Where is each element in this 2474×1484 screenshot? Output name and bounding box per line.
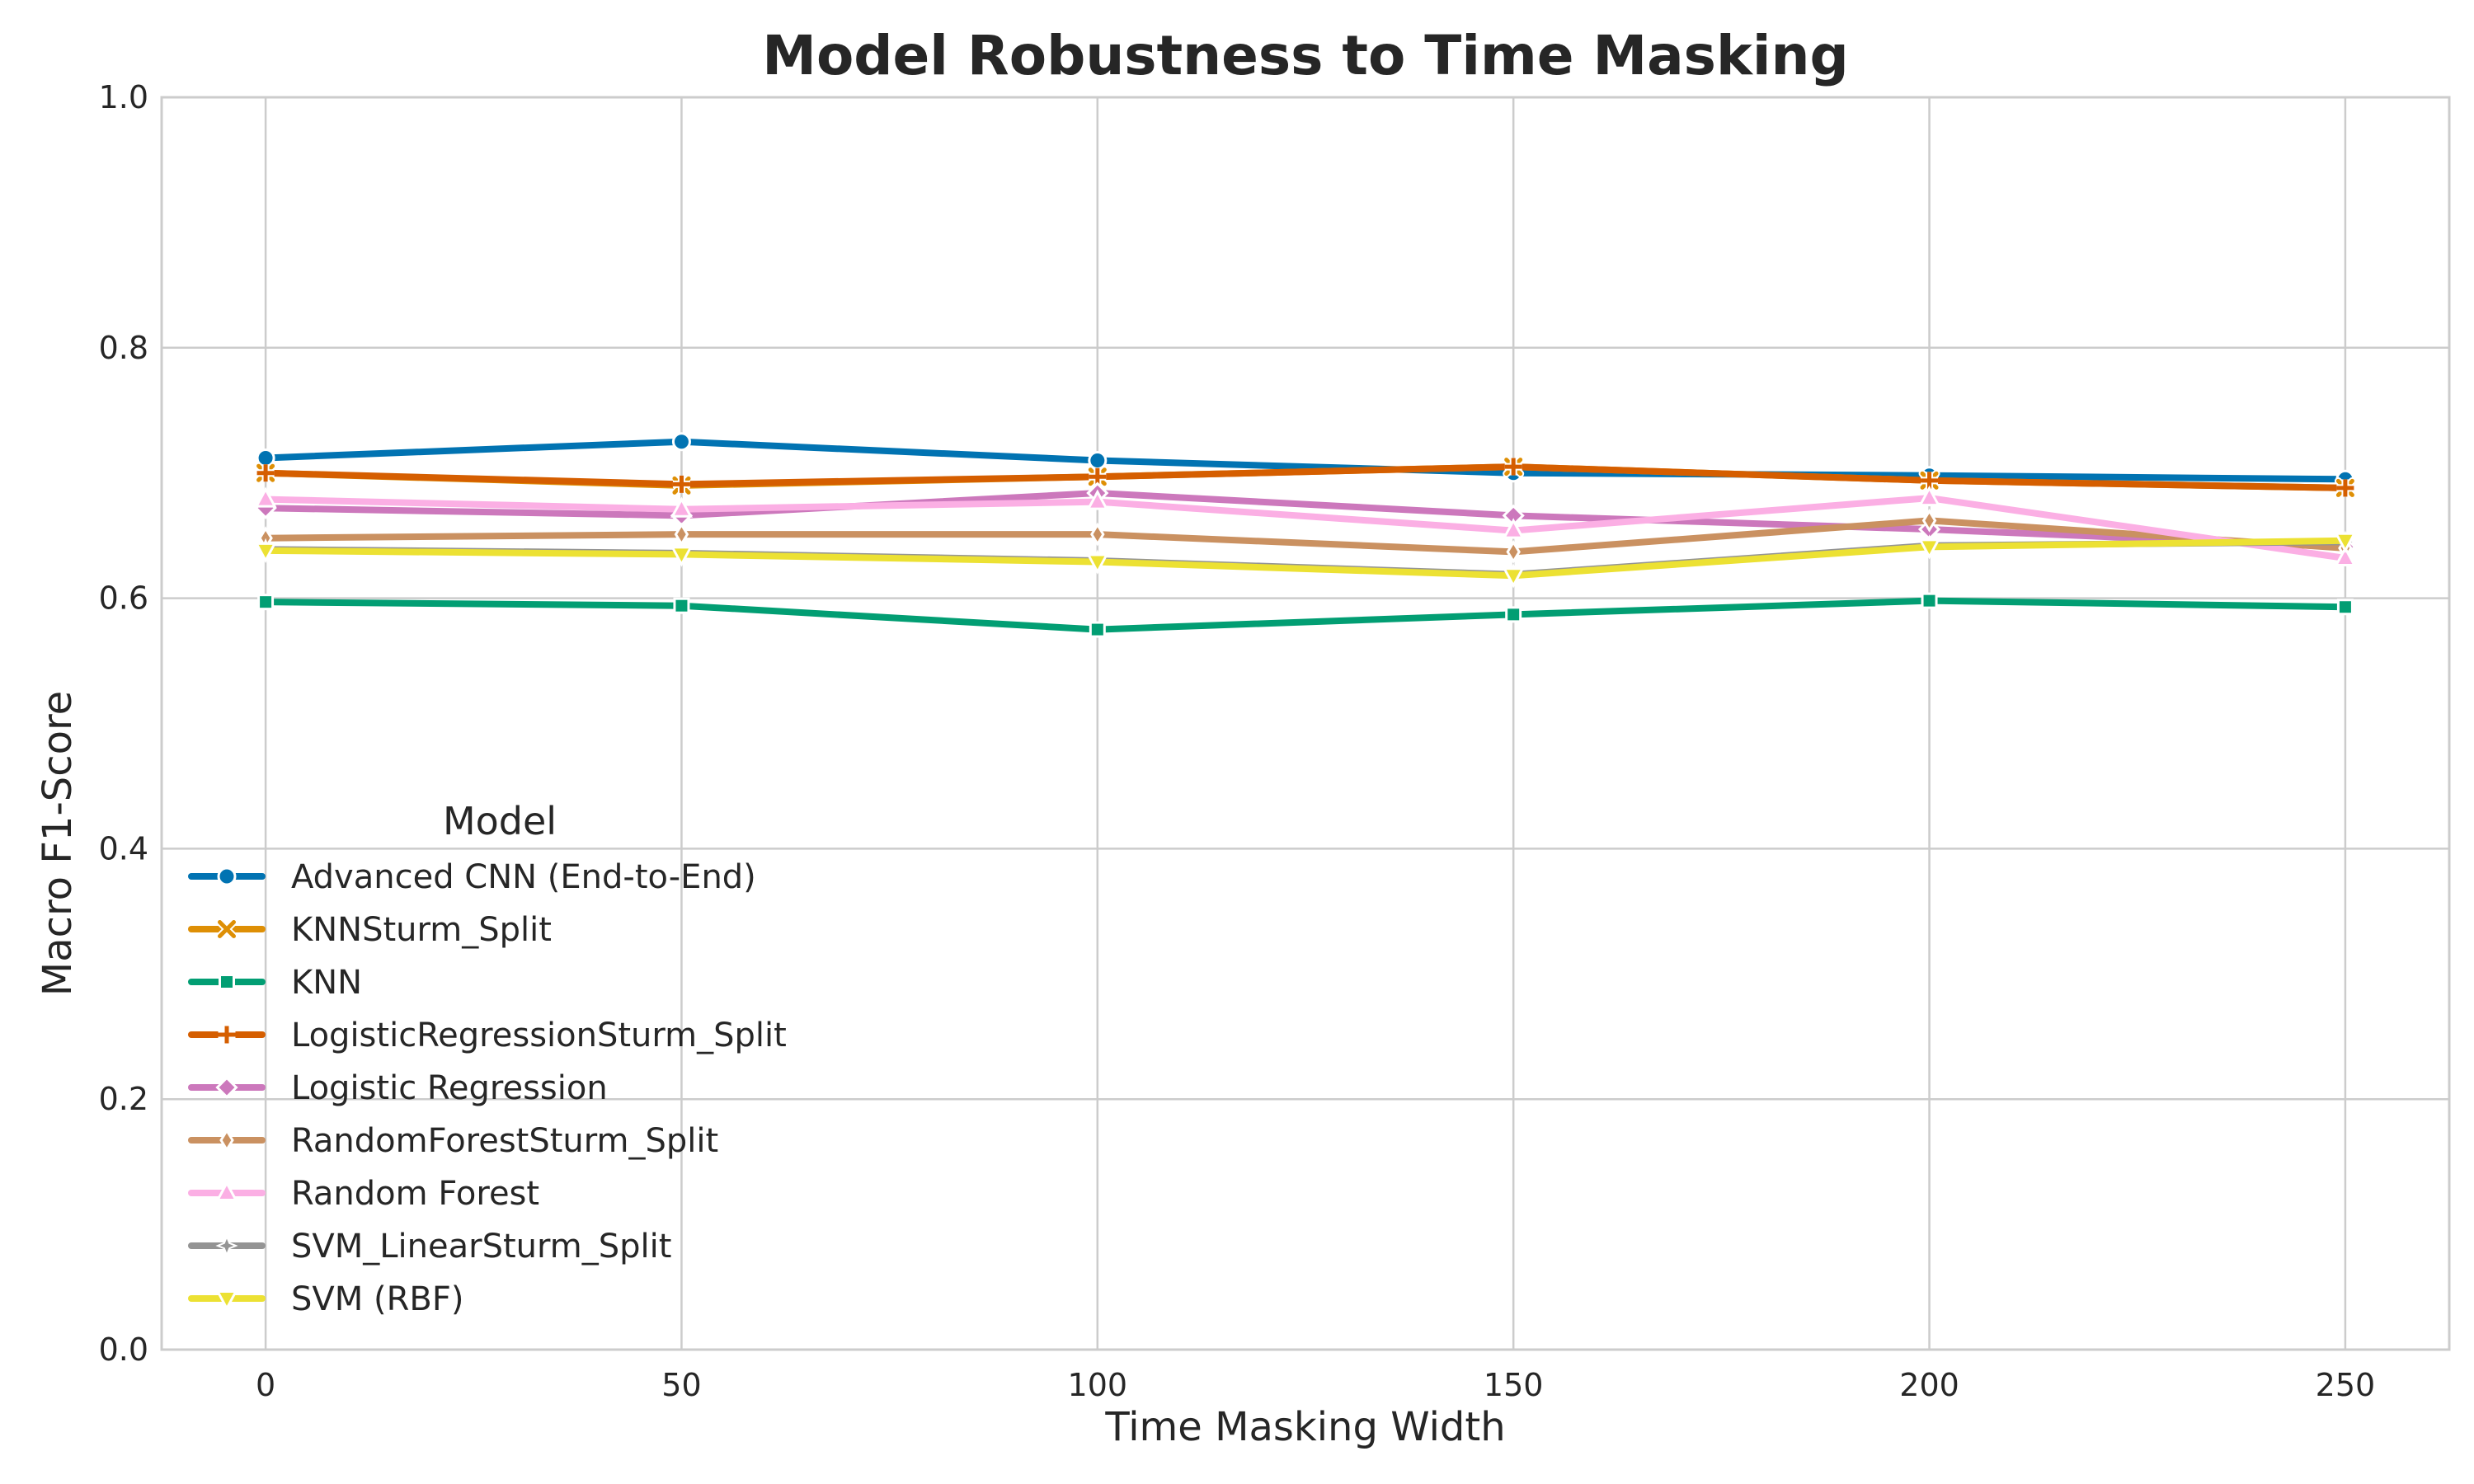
data-point-randomforeststurm-split (674, 522, 689, 547)
legend-swatch-marker (219, 974, 235, 990)
legend-label: LogisticRegressionSturm_Split (291, 1017, 787, 1054)
data-point-svm-rbf (1918, 538, 1941, 560)
legend-swatch-marker (217, 866, 237, 886)
ticks-layer: 0 50 100 150 200 250 0.0 0.2 0.4 0.6 0.8 1.0 (99, 79, 2376, 1403)
data-point-logisticregressionsturm-split (1504, 458, 1522, 476)
series-line-logisticregressionsturm-split (262, 463, 2349, 491)
data-point-logisticregressionsturm-split (672, 475, 690, 493)
series-line-knn (262, 597, 2349, 633)
series-line-advanced-cnn-end-to-end (262, 438, 2349, 483)
series-line-randomforeststurm-split (262, 517, 2349, 556)
series-random-forest (254, 485, 2357, 566)
y-tick-label: 0.4 (99, 830, 148, 866)
legend-label: KNN (291, 964, 362, 1002)
legend-label: RandomForestSturm_Split (291, 1122, 718, 1160)
legend-swatch-marker (215, 1290, 238, 1312)
x-tick-label: 50 (661, 1367, 701, 1403)
x-tick-label: 250 (2316, 1367, 2376, 1403)
series-line-logistic-regression (262, 490, 2349, 551)
x-tick-label: 200 (1899, 1367, 1959, 1403)
data-point-knn (1089, 621, 1106, 638)
data-point-advanced-cnn-end-to-end (1088, 451, 1108, 471)
data-point-random-forest (670, 496, 693, 518)
data-point-random-forest (254, 486, 277, 508)
legend-label: Advanced CNN (End-to-End) (291, 858, 756, 896)
legend-item-randomforeststurm-split: RandomForestSturm_Split (188, 1122, 718, 1160)
data-point-knn (2336, 599, 2354, 616)
data-point-random-forest (2334, 545, 2357, 566)
y-tick-label: 1.0 (99, 79, 148, 115)
data-point-svm-rbf (1086, 553, 1109, 575)
legend: Model Advanced CNN (End-to-End) KNNSturm_… (188, 799, 787, 1318)
legend-item-logisticregressionsturm-split: LogisticRegressionSturm_Split (188, 1017, 787, 1054)
data-point-advanced-cnn-end-to-end (671, 432, 691, 452)
data-point-knn (257, 594, 275, 611)
data-point-knn (1505, 606, 1522, 623)
data-point-knn (673, 597, 690, 614)
legend-label: Random Forest (291, 1175, 539, 1213)
y-tick-label: 0.2 (99, 1081, 148, 1117)
data-point-randomforeststurm-split (1921, 509, 1937, 533)
data-point-randomforeststurm-split (1090, 522, 1105, 547)
series-svm-rbf (254, 532, 2357, 589)
legend-item-knn: KNN (188, 964, 362, 1002)
y-tick-label: 0.8 (99, 330, 148, 366)
x-tick-label: 100 (1068, 1367, 1128, 1403)
legend-label: SVM_LinearSturm_Split (291, 1228, 671, 1266)
data-point-svm-rbf (2334, 532, 2357, 553)
data-point-random-forest (1086, 489, 1109, 510)
x-tick-label: 150 (1484, 1367, 1544, 1403)
data-point-random-forest (1918, 485, 1941, 507)
data-point-logisticregressionsturm-split (256, 464, 275, 482)
legend-title: Model (443, 799, 557, 843)
y-tick-label: 0.6 (99, 580, 148, 617)
legend-swatch-marker (215, 1234, 238, 1257)
series-layer (254, 432, 2357, 638)
legend-item-knnsturm-split: KNNSturm_Split (188, 911, 552, 949)
grid-layer (162, 96, 2449, 1351)
legend-item-random-forest: Random Forest (188, 1175, 539, 1213)
x-axis-label: Time Masking Width (1104, 1404, 1505, 1450)
series-knn (257, 592, 2354, 638)
data-point-random-forest (1502, 518, 1525, 539)
y-axis-label: Macro F1-Score (35, 691, 81, 996)
series-line-svm-rbf (262, 537, 2349, 580)
legend-swatch-marker (218, 1026, 236, 1044)
legend-swatch-marker (215, 1180, 238, 1201)
data-point-randomforeststurm-split (1506, 540, 1521, 564)
data-point-svm-rbf (670, 546, 693, 567)
x-tick-label: 0 (256, 1367, 275, 1403)
legend-item-logistic-regression: Logistic Regression (188, 1069, 608, 1107)
legend-item-svm-rbf: SVM (RBF) (188, 1280, 463, 1318)
axes-frame (160, 96, 2451, 1351)
legend-item-svm-linearsturm-split: SVM_LinearSturm_Split (188, 1228, 671, 1266)
legend-swatch-marker (215, 1076, 238, 1099)
y-tick-label: 0.0 (99, 1331, 148, 1368)
legend-label: Logistic Regression (291, 1069, 608, 1107)
legend-swatch-marker (216, 918, 238, 940)
data-point-svm-rbf (1502, 567, 1525, 589)
legend-label: KNNSturm_Split (291, 911, 552, 949)
legend-swatch-marker (219, 1128, 234, 1153)
data-point-logisticregressionsturm-split (2336, 479, 2354, 497)
data-point-svm-rbf (254, 542, 277, 564)
legend-label: SVM (RBF) (291, 1280, 463, 1318)
data-point-knn (1921, 592, 1938, 609)
series-line-random-forest (262, 495, 2349, 561)
legend-item-advanced-cnn-end-to-end: Advanced CNN (End-to-End) (188, 858, 756, 896)
chart-title: Model Robustness to Time Masking (762, 24, 1848, 87)
